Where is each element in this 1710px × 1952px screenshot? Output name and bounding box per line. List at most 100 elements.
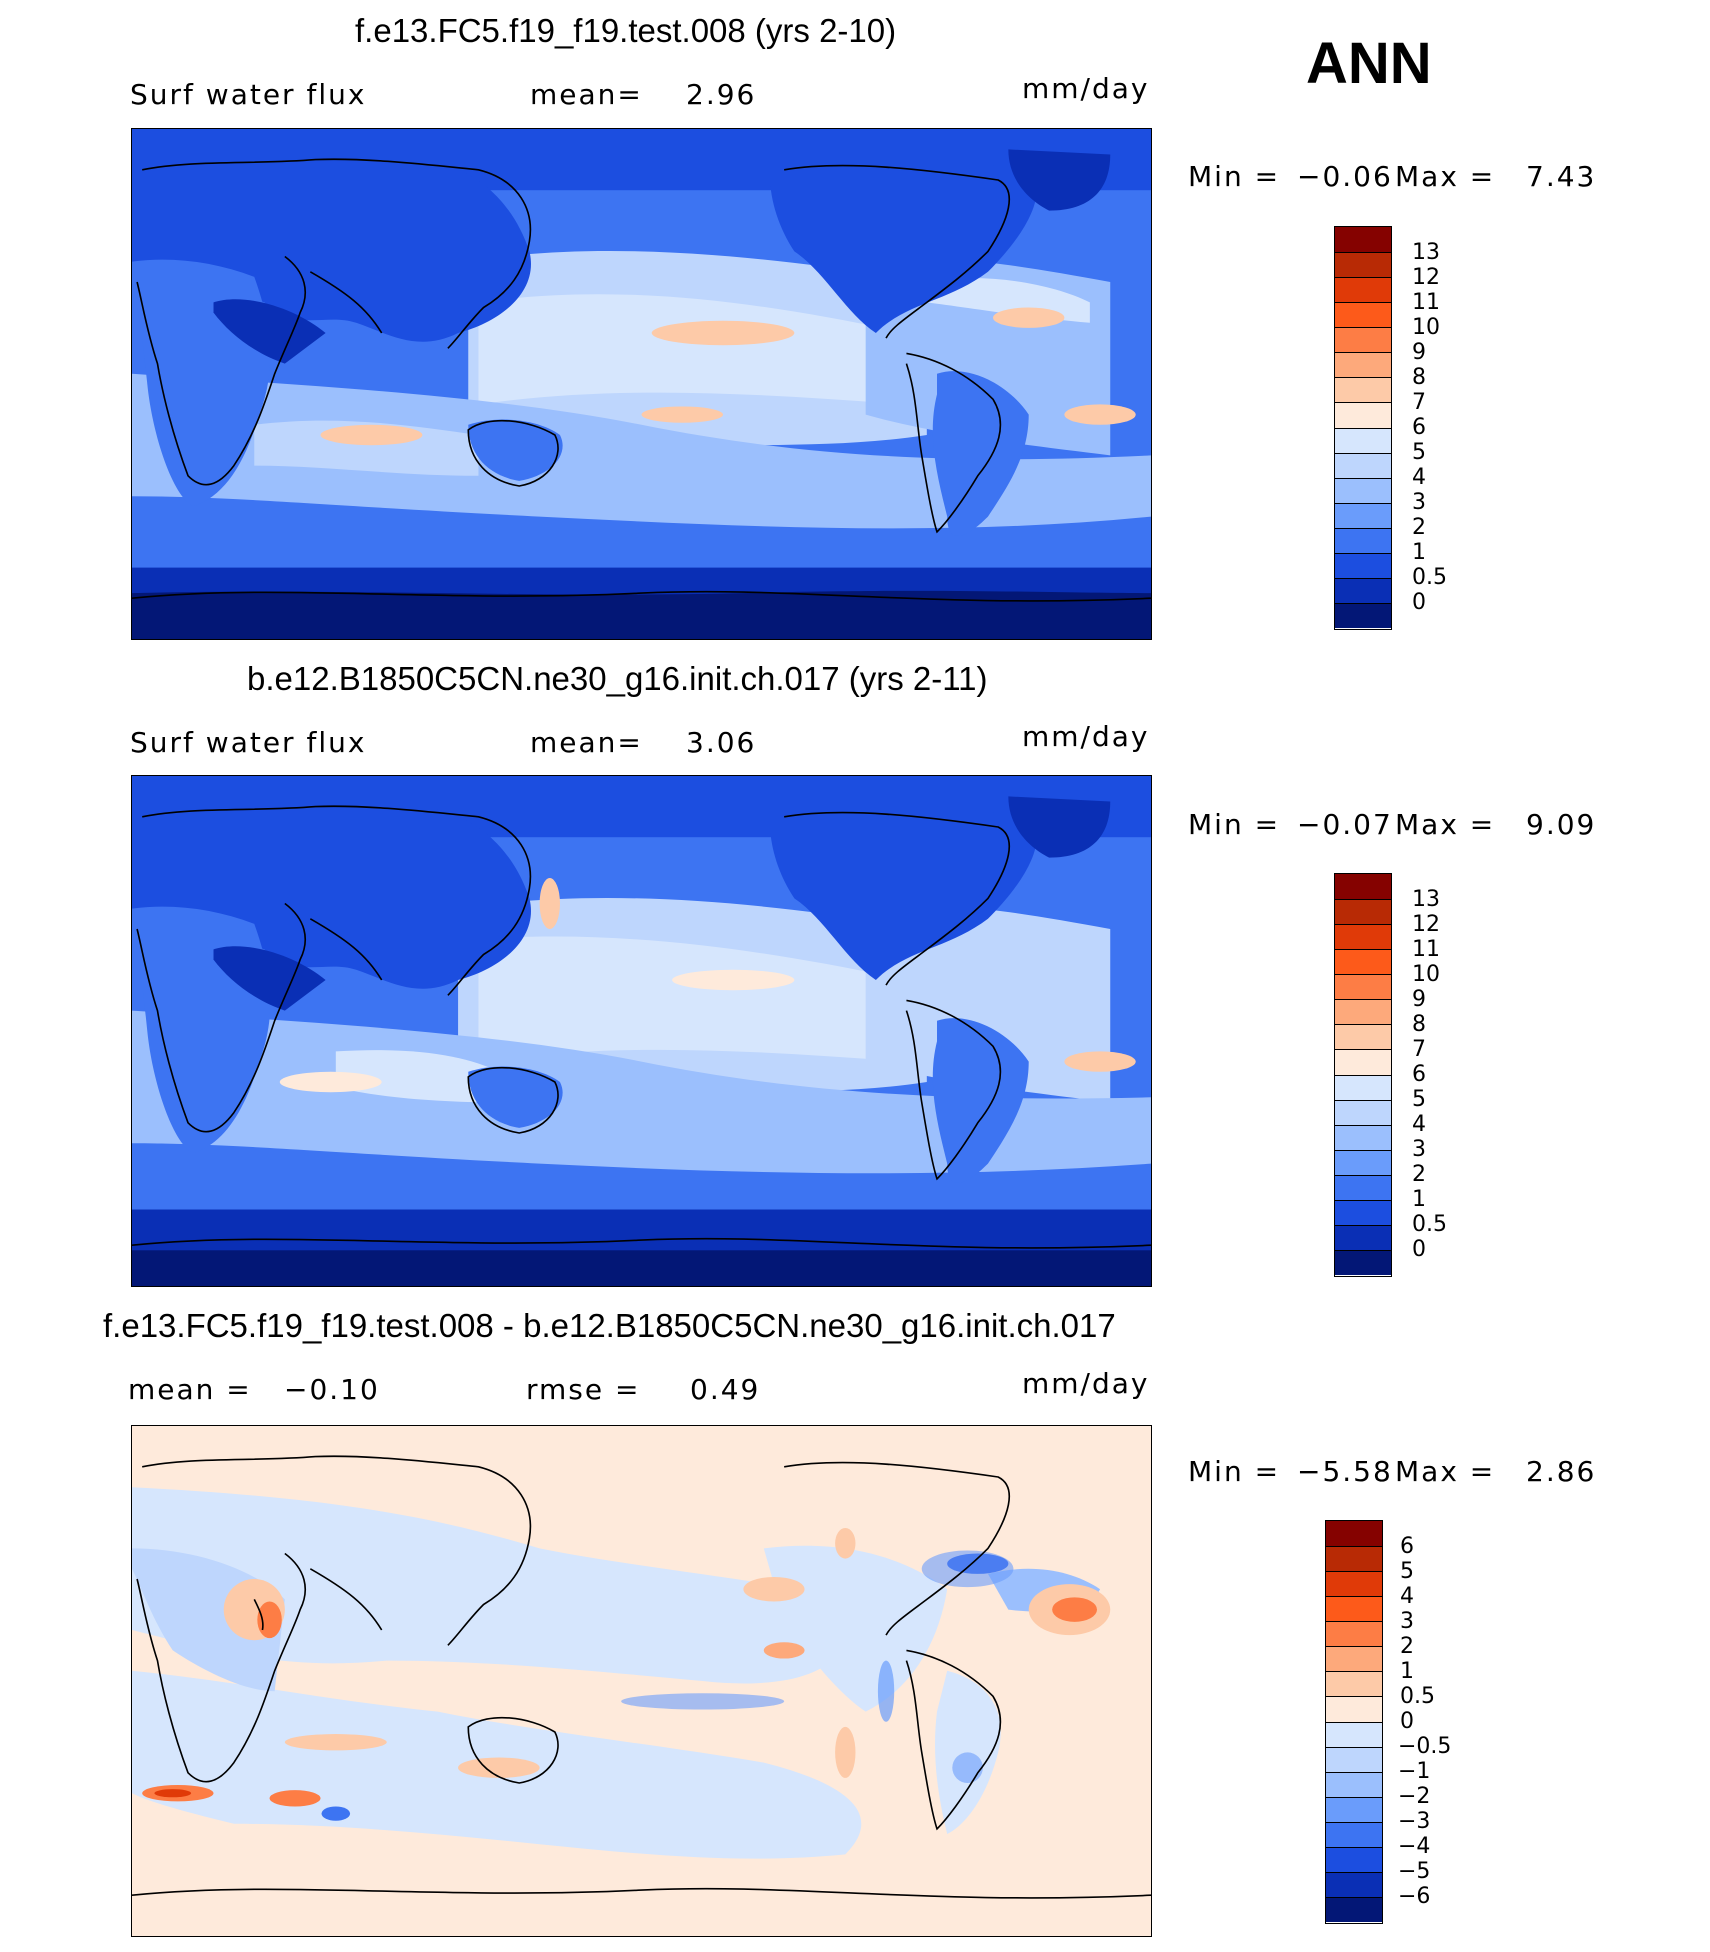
min-label: Min = — [1188, 1455, 1281, 1488]
colorbar-tick-label: 2 — [1400, 1633, 1414, 1659]
colorbar-swatch — [1335, 502, 1391, 528]
colorbar-swatch — [1326, 1871, 1382, 1897]
units-label: mm/day — [1022, 720, 1150, 753]
colorbar-tick-label: 4 — [1412, 1112, 1426, 1138]
colorbar-swatch — [1335, 1199, 1391, 1225]
max-label: Max = — [1395, 1455, 1496, 1488]
variable-label: Surf water flux — [130, 78, 367, 111]
colorbar-swatch — [1326, 1721, 1382, 1747]
colorbar-swatch — [1335, 1149, 1391, 1175]
mean-label: mean= — [530, 726, 643, 759]
colorbar-tick-label: 5 — [1412, 440, 1426, 466]
panel-title: f.e13.FC5.f19_f19.test.008 (yrs 2-10) — [355, 12, 897, 49]
colorbar-tick-label: 2 — [1412, 515, 1426, 541]
colorbar-tick-label: 5 — [1412, 1087, 1426, 1113]
colorbar-swatch — [1335, 302, 1391, 328]
colorbar-swatch — [1335, 477, 1391, 503]
colorbar-tick-label: 13 — [1412, 886, 1440, 912]
colorbar-tick-label: 6 — [1400, 1533, 1414, 1559]
colorbar-swatch — [1335, 377, 1391, 403]
colorbar-swatch — [1326, 1696, 1382, 1722]
colorbar-swatch — [1335, 1224, 1391, 1250]
diff-mean-label: mean = — [128, 1373, 252, 1406]
units-label: mm/day — [1022, 72, 1150, 105]
variable-label: Surf water flux — [130, 726, 367, 759]
colorbar-tick-label: 11 — [1412, 936, 1440, 962]
colorbar-swatch — [1335, 974, 1391, 1000]
colorbar — [1334, 873, 1392, 1277]
colorbar-tick-label: 8 — [1412, 364, 1426, 390]
colorbar-tick-label: 12 — [1412, 911, 1440, 937]
colorbar-tick-label: 0 — [1412, 1237, 1426, 1263]
map-plot — [131, 128, 1152, 640]
colorbar-swatch — [1335, 949, 1391, 975]
colorbar-tick-label: 7 — [1412, 1036, 1426, 1062]
colorbar-swatch — [1326, 1621, 1382, 1647]
colorbar-tick-label: −6 — [1398, 1884, 1431, 1910]
colorbar-tick-label: −3 — [1398, 1809, 1431, 1835]
colorbar-tick-label: 0.5 — [1412, 1212, 1447, 1238]
colorbar-tick-label: 10 — [1412, 961, 1440, 987]
colorbar-swatch — [1335, 999, 1391, 1025]
max-label: Max = — [1395, 808, 1496, 841]
colorbar-tick-label: 9 — [1412, 339, 1426, 365]
max-label: Max = — [1395, 160, 1496, 193]
colorbar-swatch — [1326, 1796, 1382, 1822]
colorbar-tick-label: 0 — [1400, 1709, 1414, 1734]
colorbar-swatch — [1326, 1896, 1382, 1922]
colorbar-tick-label: 10 — [1412, 314, 1440, 340]
panel-title: f.e13.FC5.f19_f19.test.008 - b.e12.B1850… — [103, 1307, 1116, 1344]
mean-label: mean= — [530, 78, 643, 111]
colorbar-tick-label: 4 — [1400, 1583, 1414, 1609]
panel-title: b.e12.B1850C5CN.ne30_g16.init.ch.017 (yr… — [247, 660, 988, 697]
world-map-diff — [132, 1426, 1151, 1936]
colorbar-tick-label: −5 — [1398, 1859, 1431, 1885]
colorbar-swatch — [1335, 1074, 1391, 1100]
min-value: −5.58 — [1297, 1455, 1393, 1488]
world-map-model — [132, 129, 1151, 639]
mean-value: 2.96 — [686, 78, 757, 111]
colorbar-swatch — [1326, 1521, 1382, 1547]
colorbar-swatch — [1335, 1049, 1391, 1075]
colorbar — [1325, 1520, 1383, 1924]
rmse-label: rmse = — [526, 1373, 641, 1406]
colorbar-swatch — [1326, 1646, 1382, 1672]
colorbar-swatch — [1335, 577, 1391, 603]
colorbar — [1334, 226, 1392, 630]
colorbar-swatch — [1335, 552, 1391, 578]
colorbar-swatch — [1335, 452, 1391, 478]
colorbar-tick-label: −2 — [1398, 1784, 1431, 1810]
colorbar-swatch — [1335, 402, 1391, 428]
colorbar-swatch — [1335, 1174, 1391, 1200]
rmse-value: 0.49 — [690, 1373, 761, 1406]
colorbar-tick-label: 6 — [1412, 1062, 1426, 1087]
colorbar-swatch — [1326, 1596, 1382, 1622]
colorbar-swatch — [1335, 874, 1391, 900]
colorbar-tick-label: 7 — [1412, 389, 1426, 415]
colorbar-tick-label: −1 — [1398, 1759, 1431, 1785]
colorbar-tick-label: 2 — [1412, 1162, 1426, 1188]
colorbar-tick-label: 3 — [1400, 1608, 1414, 1634]
colorbar-tick-label: 3 — [1412, 490, 1426, 516]
colorbar-tick-label: 12 — [1412, 264, 1440, 290]
colorbar-tick-label: 0.5 — [1400, 1683, 1435, 1709]
colorbar-tick-label: 6 — [1412, 415, 1426, 440]
colorbar-tick-label: 1 — [1412, 540, 1426, 566]
colorbar-swatch — [1326, 1671, 1382, 1697]
colorbar-tick-label: −0.5 — [1398, 1734, 1452, 1760]
colorbar-swatch — [1326, 1746, 1382, 1772]
colorbar-swatch — [1335, 899, 1391, 925]
colorbar-tick-label: 1 — [1400, 1658, 1414, 1684]
map-plot — [131, 775, 1152, 1287]
colorbar-swatch — [1335, 227, 1391, 253]
colorbar-swatch — [1335, 352, 1391, 378]
diff-mean-value: −0.10 — [284, 1373, 380, 1406]
colorbar-swatch — [1335, 252, 1391, 278]
season-label: ANN — [1306, 31, 1432, 96]
colorbar-tick-label: 3 — [1412, 1137, 1426, 1163]
colorbar-tick-label: 13 — [1412, 239, 1440, 265]
colorbar-swatch — [1326, 1821, 1382, 1847]
mean-value: 3.06 — [686, 726, 757, 759]
colorbar-tick-label: 1 — [1412, 1187, 1426, 1213]
colorbar-swatch — [1335, 602, 1391, 628]
